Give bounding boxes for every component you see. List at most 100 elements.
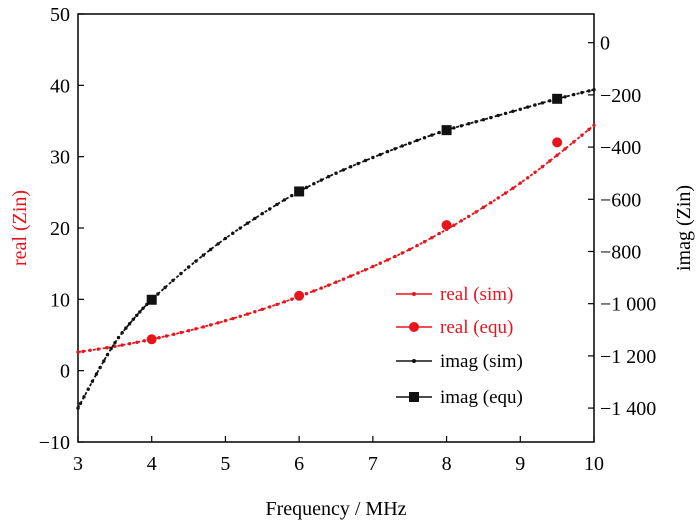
series-dot-imag-sim	[78, 401, 83, 406]
series-dot-imag-sim	[109, 346, 113, 351]
series-dot-real-sim	[518, 181, 522, 185]
series-dot-real-sim	[268, 305, 272, 309]
series-dot-imag-sim	[393, 147, 397, 151]
series-dot-imag-sim	[496, 113, 500, 118]
x-axis: 3 4 5 6 7 8 9 10	[73, 436, 604, 475]
series-dot-real-sim	[319, 286, 323, 290]
series-dot-real-sim	[563, 147, 567, 151]
series-dot-real-sim	[216, 321, 220, 325]
series-dot-imag-sim	[186, 265, 191, 269]
series-dot-imag-sim	[326, 174, 331, 179]
series-dot-real-sim	[282, 300, 287, 304]
series-dot-real-sim	[363, 268, 368, 272]
y-right-tick-label: −1 000	[600, 294, 656, 316]
series-dot-imag-sim	[238, 226, 242, 230]
series-dot-imag-sim	[540, 101, 545, 105]
series-dot-real-sim	[164, 334, 169, 338]
series-dot-imag-sim	[98, 365, 102, 370]
data-point-real-equ	[552, 137, 563, 148]
series-dot-real-sim	[378, 261, 382, 265]
series-dot-imag-sim	[592, 88, 596, 92]
series-dot-real-sim	[275, 302, 279, 307]
series-dot-real-sim	[393, 254, 397, 259]
series-dot-imag-sim	[319, 178, 323, 182]
series-dot-imag-sim	[179, 271, 183, 276]
series-dot-real-sim	[209, 323, 213, 327]
series-dot-imag-sim	[378, 152, 382, 157]
legend-label-real-equ: real (equ)	[440, 317, 513, 338]
series-dot-imag-sim	[223, 236, 228, 241]
data-point-real-equ	[441, 220, 452, 231]
x-tick-label: 5	[220, 453, 230, 475]
x-tick-label: 6	[294, 453, 304, 475]
legend-item-imag-equ: imag (equ)	[396, 387, 523, 408]
series-dot-imag-sim	[452, 126, 456, 130]
series-dot-imag-sim	[102, 359, 106, 363]
series-dot-real-sim	[580, 133, 584, 137]
series-dot-real-sim	[253, 310, 257, 314]
series-dot-real-sim	[481, 205, 486, 209]
series-dot-imag-sim	[437, 130, 441, 135]
series-dot-real-sim	[452, 223, 456, 227]
series-dot-real-sim	[127, 342, 132, 346]
series-dot-imag-sim	[194, 259, 198, 263]
data-point-imag-equ	[294, 186, 305, 197]
series-dot-real-sim	[572, 140, 576, 144]
series-layer	[76, 88, 596, 410]
series-dot-imag-sim	[481, 118, 486, 122]
legend-item-imag-sim: imag (sim)	[396, 351, 523, 372]
y-right-tick-label: −1 200	[600, 346, 656, 368]
series-dot-real-sim	[105, 346, 109, 350]
data-point-imag-equ	[146, 294, 157, 305]
series-dot-imag-sim	[105, 353, 110, 357]
series-dot-imag-sim	[385, 149, 390, 154]
series-dot-real-sim	[81, 349, 85, 354]
series-dot-real-sim	[437, 231, 441, 236]
y-left-tick-label: 50	[50, 4, 70, 26]
series-dot-imag-sim	[341, 168, 346, 172]
series-dot-imag-sim	[489, 115, 493, 120]
series-dot-imag-sim	[572, 92, 576, 97]
series-line-real-sim	[77, 124, 595, 353]
y-left-tick-label: 40	[50, 75, 70, 97]
series-dot-imag-sim	[141, 306, 145, 310]
series-dot-imag-sim	[275, 202, 279, 207]
legend-label-imag-equ: imag (equ)	[440, 387, 523, 408]
series-dot-real-sim	[526, 176, 530, 180]
series-dot-imag-sim	[503, 111, 508, 116]
y-left-tick-label: 10	[50, 289, 70, 311]
series-dot-real-sim	[356, 271, 360, 275]
series-dot-real-sim	[334, 280, 338, 284]
series-dot-imag-sim	[201, 253, 205, 257]
series-dot-real-sim	[587, 127, 591, 132]
series-dot-real-sim	[467, 214, 471, 219]
series-dot-real-sim	[349, 274, 353, 278]
series-dot-imag-sim	[400, 144, 404, 148]
series-real-equ	[146, 137, 563, 345]
y-axis-left: −10 0 10 20 30 40 50	[39, 4, 84, 454]
series-dot-imag-sim	[467, 122, 471, 126]
series-dot-real-sim	[186, 329, 191, 333]
series-dot-real-sim	[245, 312, 250, 316]
y-right-tick-label: 0	[600, 33, 610, 55]
series-dot-imag-sim	[231, 231, 235, 235]
series-dot-imag-sim	[113, 341, 117, 345]
legend-marker-real-equ	[409, 322, 419, 332]
series-dot-real-sim	[312, 289, 316, 293]
legend: real (sim) real (equ) imag (sim) imag (e…	[396, 284, 523, 408]
series-dot-imag-sim	[156, 292, 160, 296]
series-dot-imag-sim	[349, 165, 353, 169]
series-dot-real-sim	[489, 201, 493, 205]
series-dot-real-sim	[290, 297, 294, 301]
y-right-tick-label: −400	[600, 137, 641, 159]
series-dot-real-sim	[341, 277, 346, 281]
y-left-tick-label: 30	[50, 147, 70, 169]
series-dot-imag-sim	[422, 136, 427, 140]
series-dot-real-sim	[555, 153, 559, 157]
legend-label-imag-sim: imag (sim)	[440, 351, 523, 372]
series-dot-real-sim	[474, 210, 478, 214]
series-dot-real-sim	[223, 319, 228, 323]
series-dot-real-sim	[459, 219, 463, 223]
series-dot-real-sim	[540, 165, 545, 169]
series-dot-imag-sim	[86, 387, 90, 391]
